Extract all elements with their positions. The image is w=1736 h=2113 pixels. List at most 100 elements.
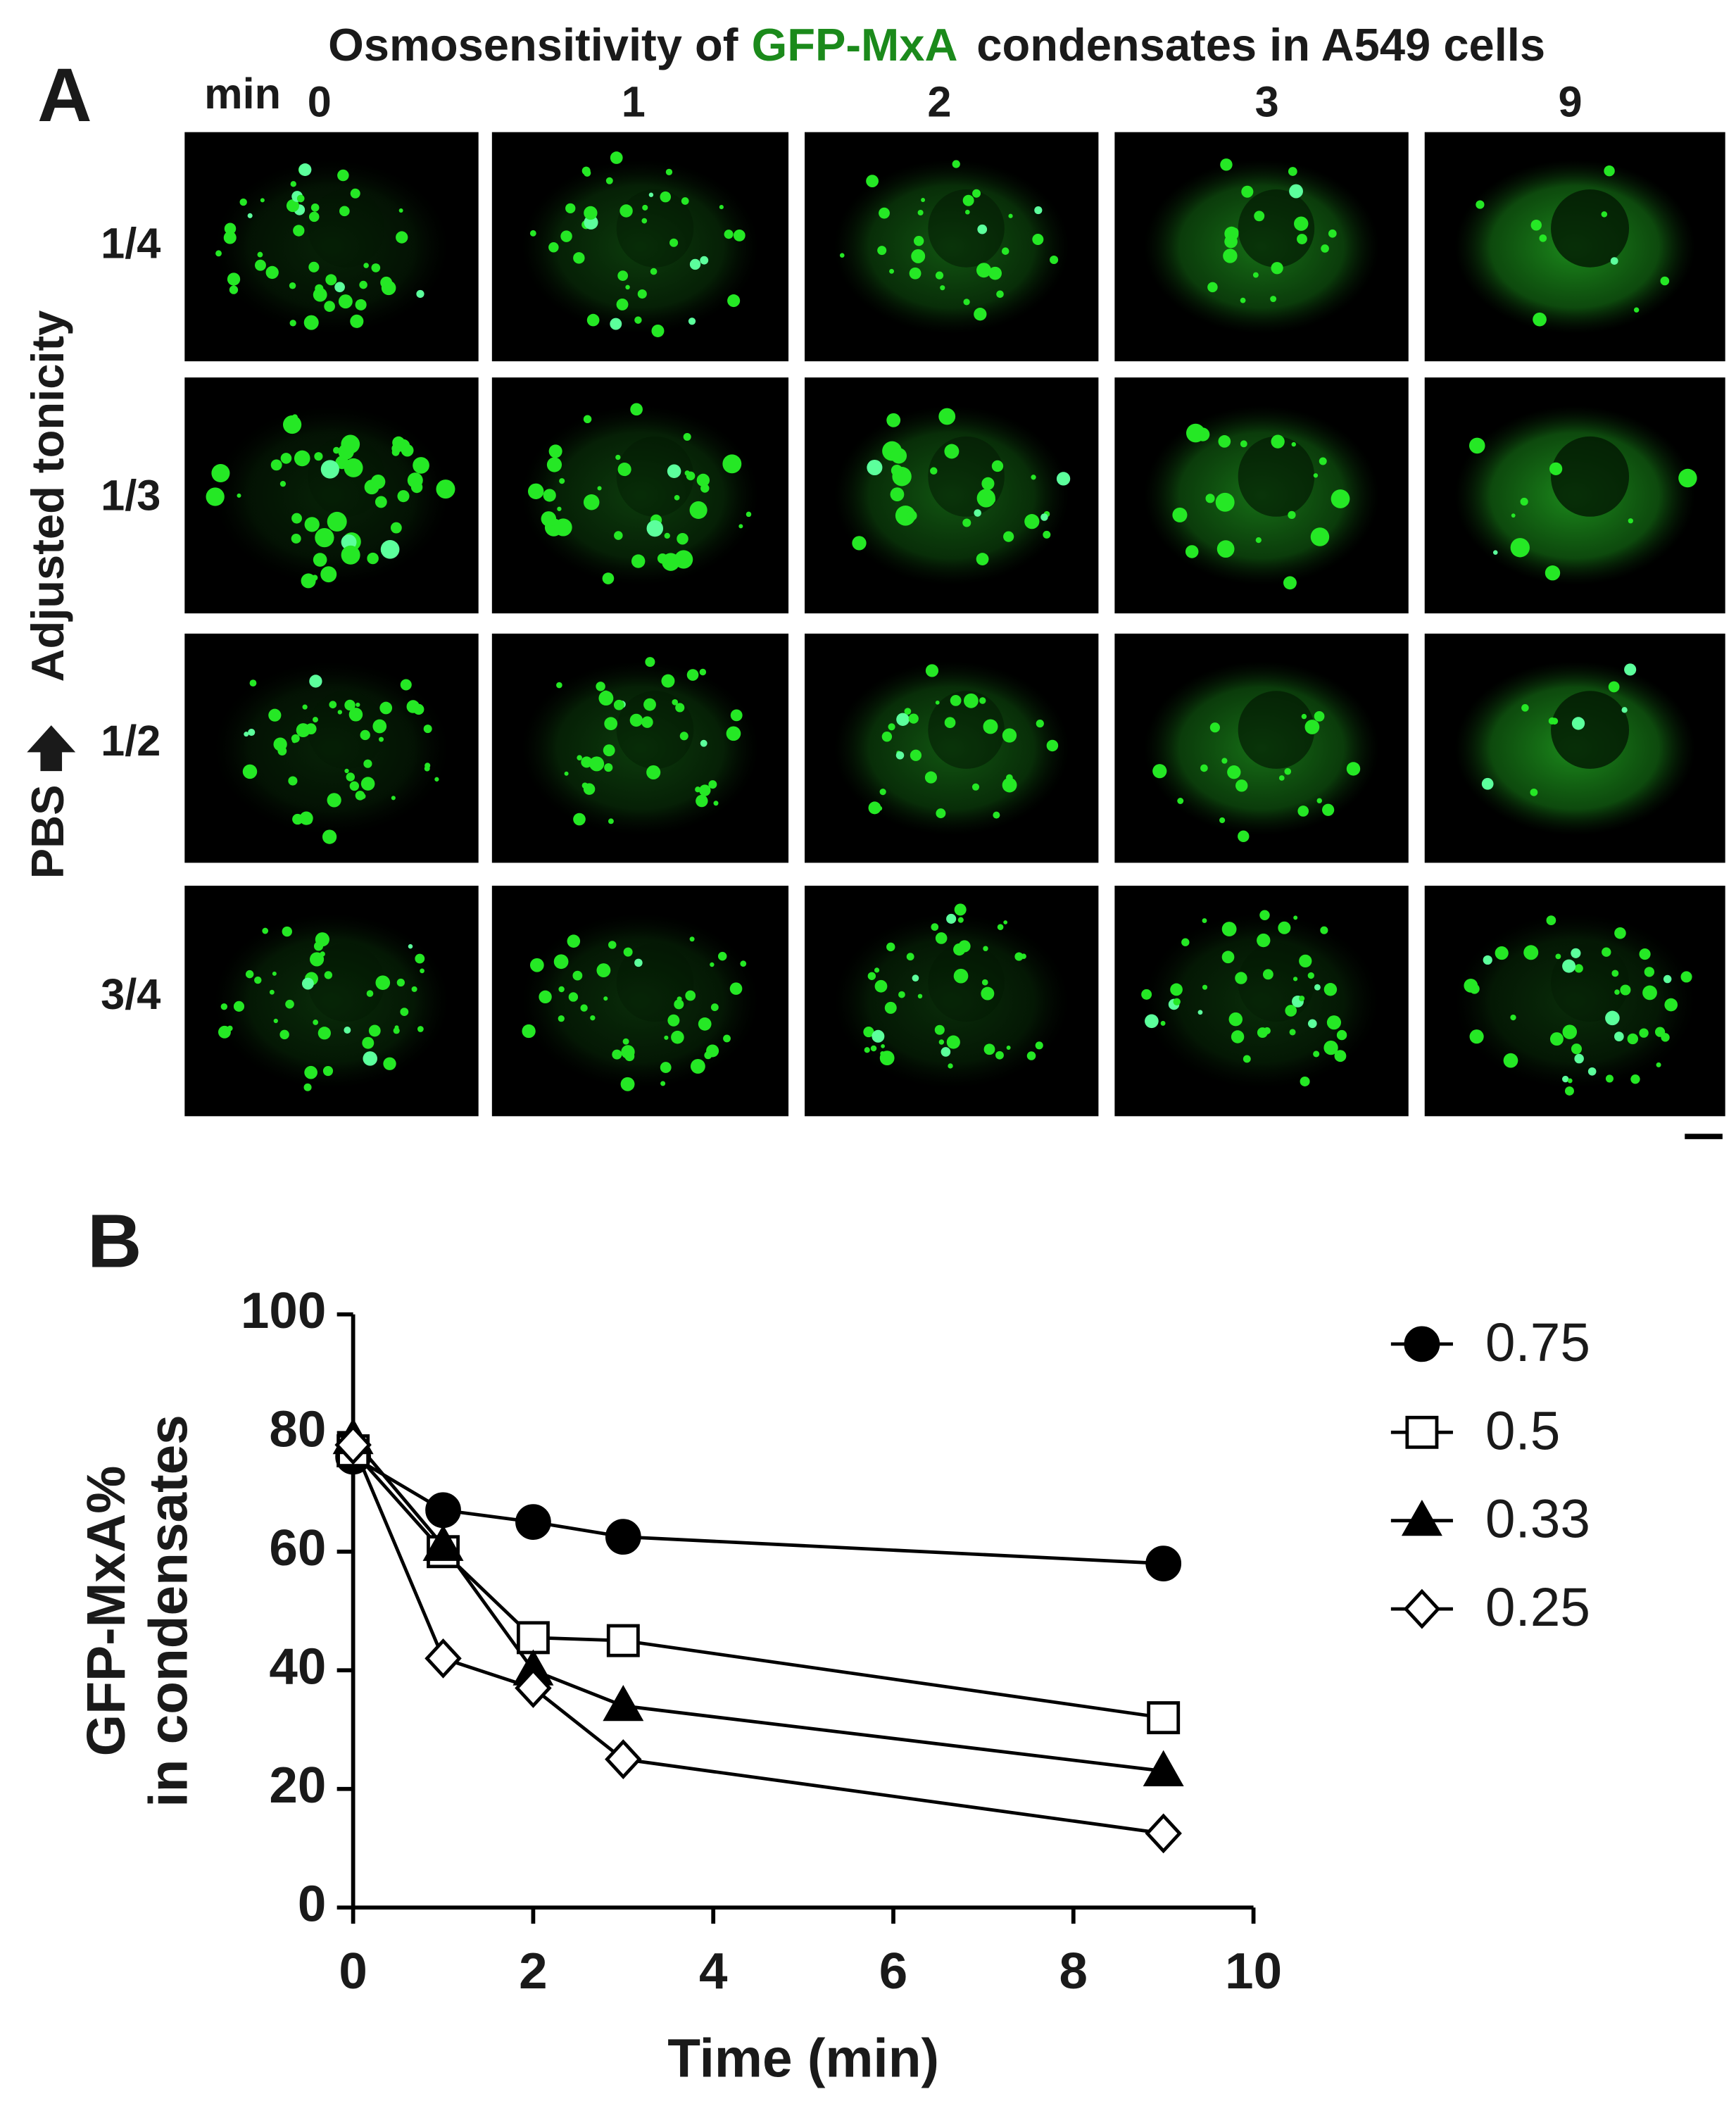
condensate (280, 453, 292, 464)
micrograph (491, 885, 789, 1117)
condensate (1627, 1033, 1639, 1045)
condensate (224, 222, 237, 234)
condensate (1316, 798, 1322, 803)
micrograph (491, 633, 789, 863)
condensate (884, 1001, 897, 1014)
condensate (1639, 1028, 1649, 1038)
condensate (704, 1051, 712, 1060)
condensate (1562, 1024, 1578, 1039)
condensate (935, 932, 948, 944)
legend-label: 0.25 (1485, 1578, 1590, 1638)
condensate (950, 695, 962, 706)
condensate (339, 206, 350, 217)
cytoplasm (1144, 913, 1380, 1089)
time-header: 9 (1558, 78, 1582, 126)
condensate (1056, 472, 1071, 486)
nucleus (616, 189, 694, 268)
condensate (940, 285, 945, 291)
condensate (303, 315, 319, 330)
condensate (898, 991, 905, 998)
condensate (390, 522, 402, 534)
legend-label: 0.33 (1485, 1490, 1590, 1550)
row-axis-label: PBS (22, 784, 73, 879)
condensate (641, 716, 653, 728)
condensate (565, 203, 576, 214)
condensate (1495, 946, 1509, 960)
condensate (963, 693, 979, 708)
condensate (874, 967, 880, 973)
condensate (1587, 1067, 1597, 1076)
condensate (870, 1045, 877, 1052)
condensate (320, 566, 337, 583)
condensate (598, 691, 614, 706)
condensate (689, 258, 701, 270)
condensate (416, 289, 424, 299)
cytoplasm (521, 406, 759, 585)
condensate (294, 450, 310, 467)
condensate (317, 1027, 331, 1040)
condensate (1046, 739, 1059, 752)
condensate (906, 953, 914, 961)
condensate (346, 772, 356, 782)
condensate (1320, 926, 1328, 934)
condensate (1562, 959, 1576, 973)
condensate (337, 710, 343, 715)
condensate (604, 717, 618, 731)
condensate (558, 986, 565, 993)
condensate (1301, 713, 1307, 720)
condensate (1160, 1020, 1166, 1026)
condensate (727, 294, 741, 308)
condensate (1289, 1029, 1296, 1036)
condensate (889, 268, 895, 274)
condensate (1040, 513, 1048, 521)
condensate (991, 460, 1004, 472)
y-tick-label: 60 (269, 1519, 326, 1576)
marker (606, 1624, 640, 1657)
condensate (723, 1034, 731, 1043)
marker (1405, 1415, 1439, 1449)
condensate (602, 572, 615, 584)
condensate (634, 958, 643, 967)
series-line (351, 1444, 1164, 1836)
condensate (312, 575, 318, 581)
condensate (1202, 918, 1207, 924)
condensate (279, 481, 287, 487)
condensate (400, 679, 412, 691)
condensate (1220, 158, 1233, 171)
condensate (397, 490, 410, 503)
condensate (979, 697, 986, 704)
condensate (839, 253, 845, 258)
condensate (337, 169, 349, 182)
condensate (904, 708, 912, 715)
condensate (559, 478, 565, 484)
condensate (313, 717, 318, 723)
condensate (719, 204, 724, 210)
condensate (288, 776, 298, 786)
marker (603, 1685, 644, 1722)
condensate (1642, 985, 1657, 1001)
condensate (625, 284, 630, 290)
time-header: 0 (308, 78, 332, 126)
condensate (726, 726, 741, 741)
cytoplasm (521, 913, 759, 1089)
condensate (983, 1043, 995, 1055)
condensate (957, 917, 964, 923)
arrow-icon (27, 725, 76, 772)
condensate (1571, 1043, 1583, 1055)
condensate (974, 509, 981, 517)
condensate (423, 725, 432, 734)
condensate (296, 194, 305, 203)
nucleus (308, 436, 385, 517)
condensate (650, 268, 658, 275)
condensate (1571, 948, 1581, 958)
condensate (1469, 1029, 1484, 1044)
title-part: condensates in A549 cells (976, 19, 1545, 70)
row-label: 1/3 (101, 472, 161, 520)
condensate (852, 536, 867, 551)
condensate (1271, 262, 1283, 275)
condensate (935, 271, 944, 280)
condensate (344, 699, 356, 711)
condensate (410, 481, 423, 494)
condensate (1207, 282, 1218, 293)
condensate (371, 263, 381, 272)
